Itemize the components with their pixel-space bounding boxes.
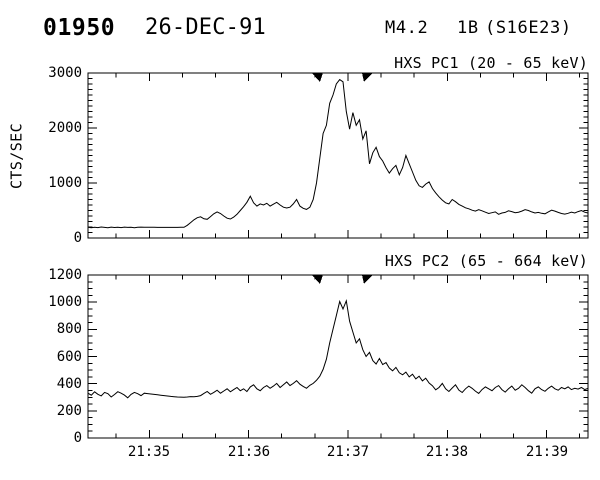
- pc2-ytick-800: 800: [56, 321, 82, 337]
- pc1-ytick-2000: 2000: [48, 120, 82, 136]
- pc2-ytick-1000: 1000: [48, 294, 82, 310]
- pc2-ytick-200: 200: [56, 403, 82, 419]
- pc2-plot: [87, 274, 589, 439]
- pc1-ytick-0: 0: [73, 230, 82, 246]
- optical-importance: 1B: [457, 18, 479, 38]
- flare-number: 01950: [43, 15, 116, 41]
- pc1-ytick-1000: 1000: [48, 175, 82, 191]
- pc1-plot-title: HXS PC1 (20 - 65 keV): [394, 54, 588, 72]
- pc2-ytick-600: 600: [56, 349, 82, 365]
- xtick-2135: 21:35: [127, 444, 171, 460]
- goes-class: M4.2: [385, 18, 429, 38]
- pc2-ytick-0: 0: [73, 430, 82, 446]
- pc2-ytick-1200: 1200: [48, 267, 82, 283]
- xtick-2139: 21:39: [525, 444, 569, 460]
- xtick-2136: 21:36: [227, 444, 271, 460]
- pc1-plot: [87, 72, 589, 239]
- flare-location: (S16E23): [485, 18, 572, 38]
- pc2-plot-title: HXS PC2 (65 - 664 keV): [384, 252, 588, 270]
- xtick-2137: 21:37: [326, 444, 370, 460]
- xtick-2138: 21:38: [425, 444, 469, 460]
- pc1-ytick-3000: 3000: [48, 65, 82, 81]
- flare-date: 26-DEC-91: [145, 15, 267, 40]
- pc2-ytick-400: 400: [56, 376, 82, 392]
